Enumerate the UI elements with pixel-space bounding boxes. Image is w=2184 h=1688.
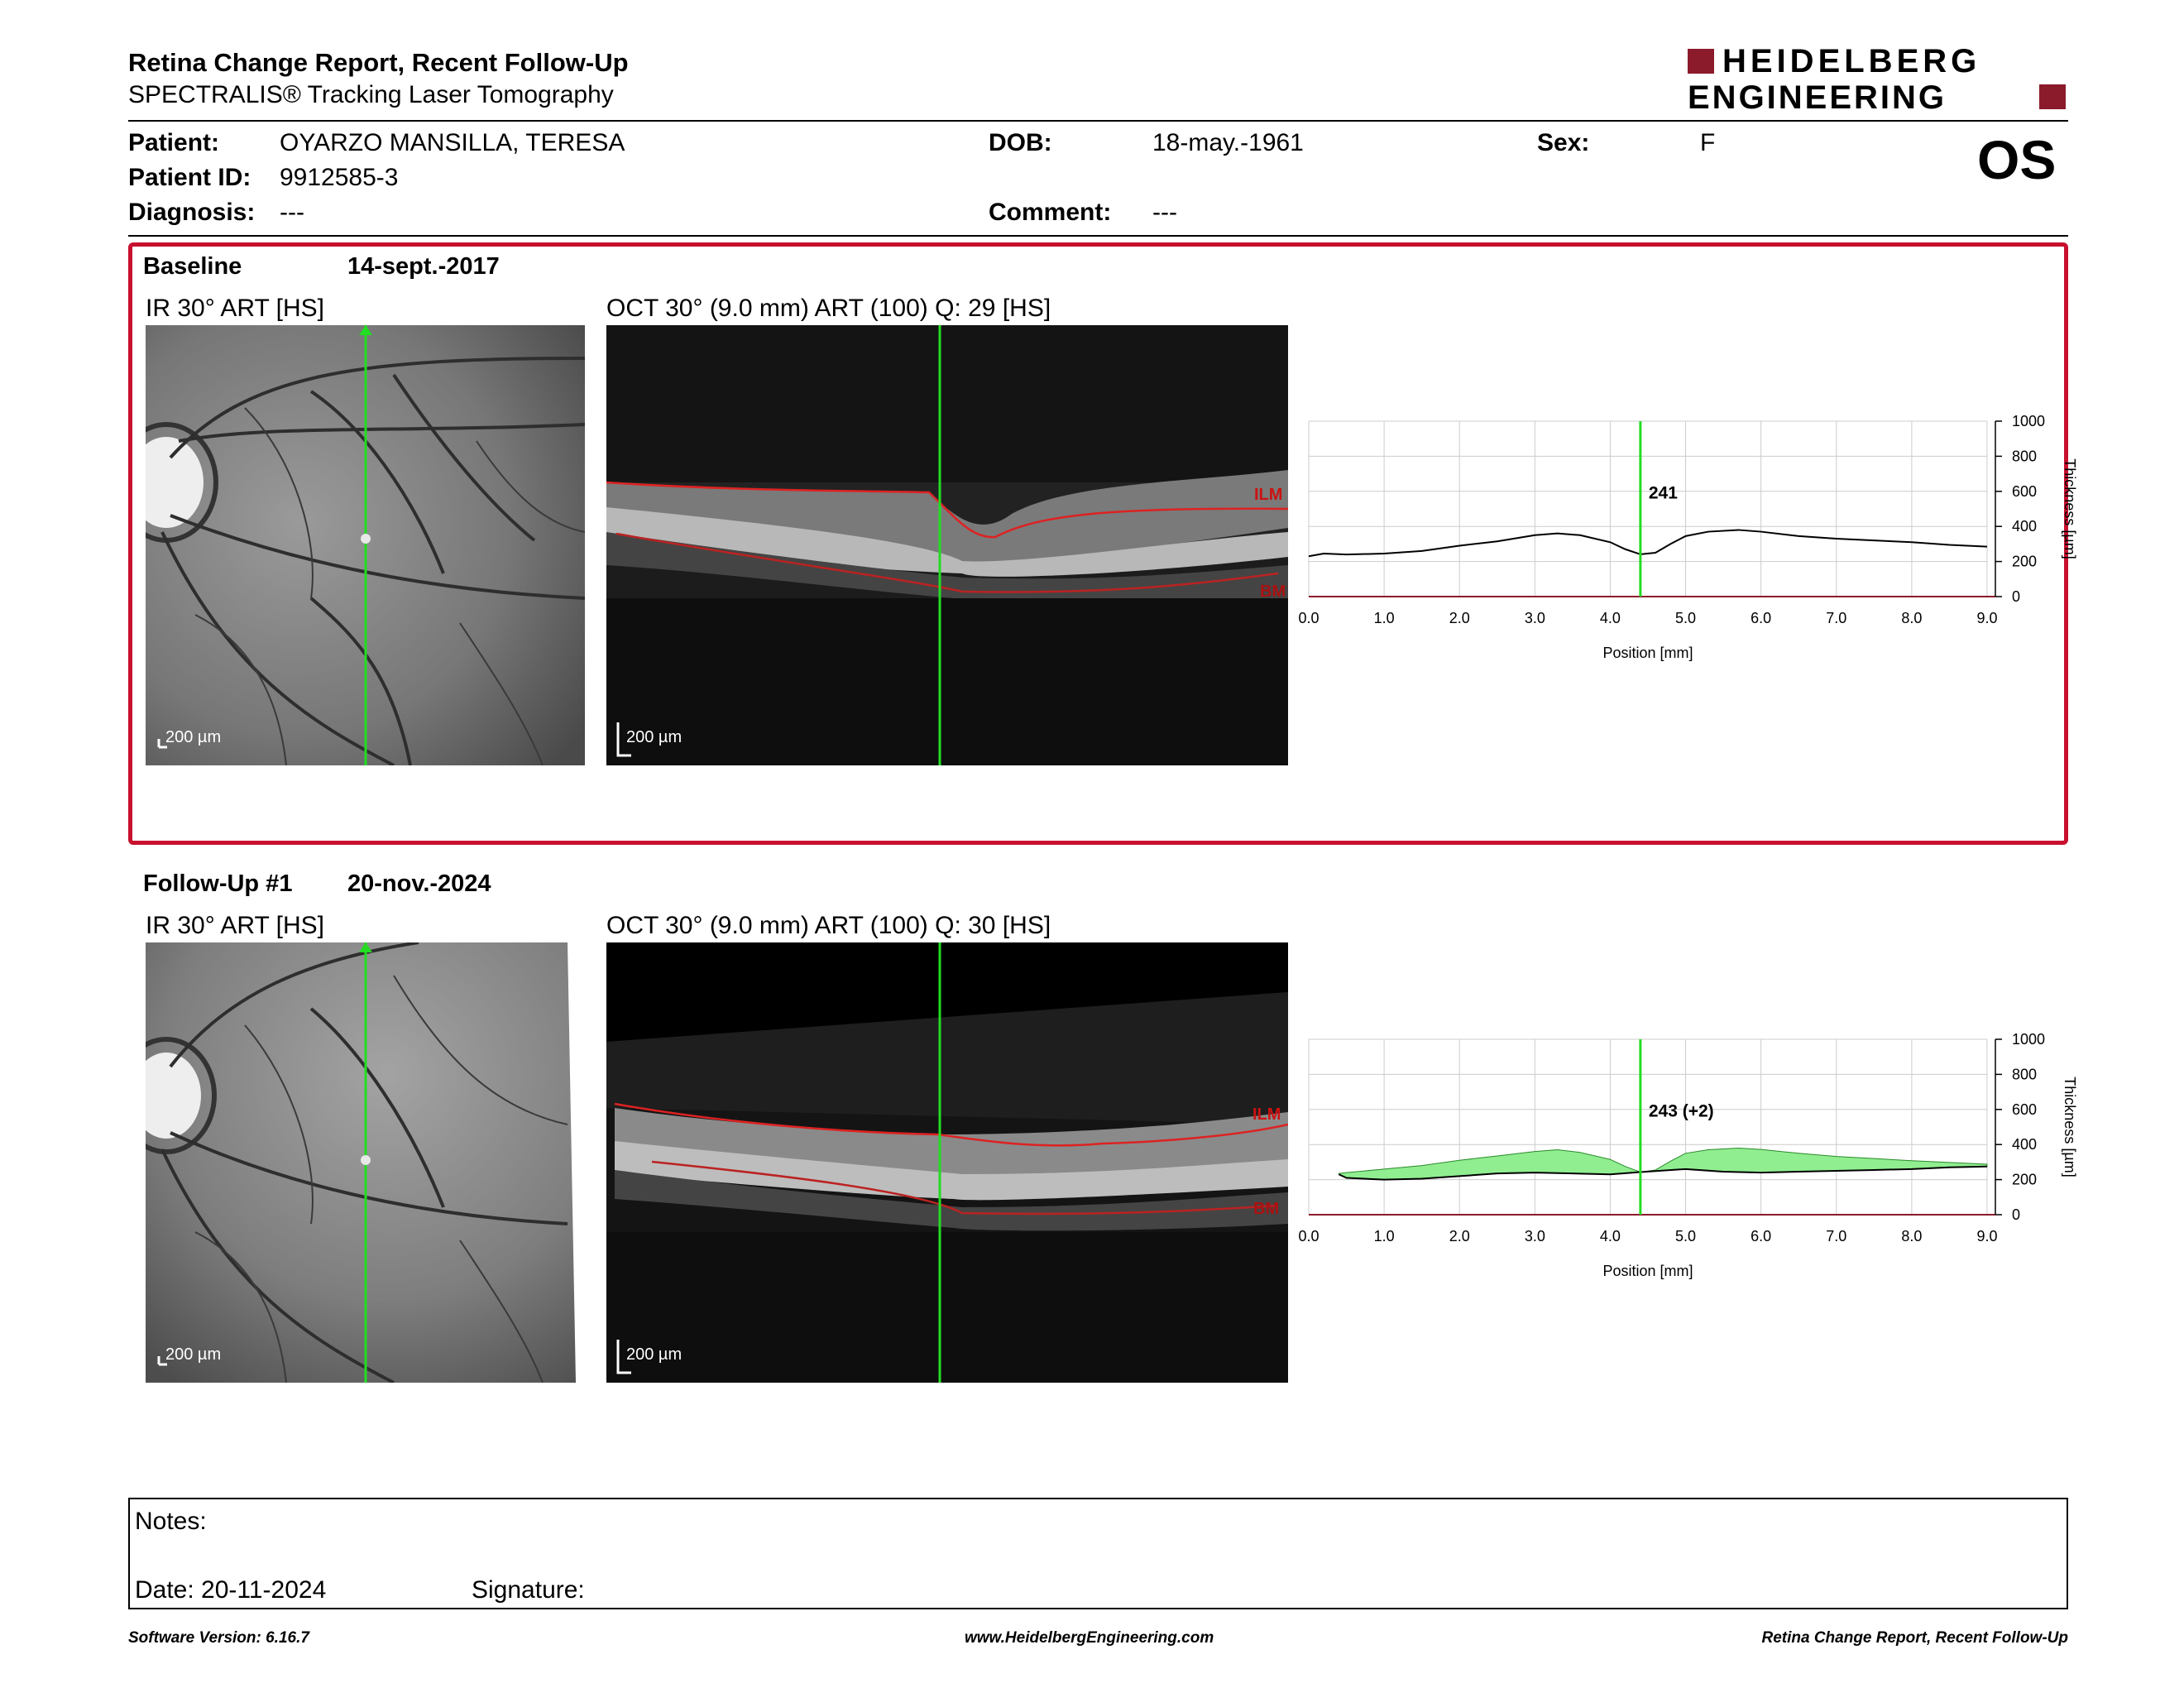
baseline-ir-scale: 200 µm: [165, 728, 222, 746]
notes-label: Notes:: [135, 1508, 207, 1535]
dob-label: DOB:: [989, 129, 1052, 156]
sex-label: Sex:: [1537, 129, 1590, 156]
baseline-section: [128, 242, 2068, 845]
baseline-ir-caption: IR 30° ART [HS]: [146, 295, 324, 322]
logo-line1: HEIDELBERG: [1722, 43, 1981, 79]
footer-software-version: Software Version: 6.16.7: [128, 1629, 309, 1647]
x-tick-label: 2.0: [1449, 610, 1470, 626]
patient-label: Patient:: [128, 129, 220, 156]
x-tick-label: 8.0: [1901, 1228, 1922, 1244]
logo-line2: ENGINEERING: [1688, 79, 1947, 116]
cursor-value-label: 243 (+2): [1649, 1101, 1714, 1120]
x-tick-label: 1.0: [1374, 610, 1395, 626]
x-tick-label: 5.0: [1675, 1228, 1696, 1244]
x-tick-label: 3.0: [1525, 1228, 1545, 1244]
y-tick-label: 400: [2012, 1136, 2037, 1153]
y-tick-label: 600: [2012, 1101, 2037, 1118]
followup-ilm-label: ILM: [1252, 1105, 1281, 1124]
y-axis-title: Thickness [µm]: [2062, 1077, 2078, 1177]
followup-oct-image: ILM BM 200 µm: [606, 942, 1288, 1383]
y-tick-label: 0: [2012, 1206, 2020, 1223]
comment-label: Comment:: [989, 199, 1112, 226]
y-tick-label: 200: [2012, 1172, 2037, 1188]
y-tick-label: 800: [2012, 448, 2037, 464]
baseline-date: 14-sept.-2017: [347, 253, 500, 280]
cursor-value-label: 241: [1649, 483, 1678, 502]
dob-value: 18-may.-1961: [1152, 129, 1304, 156]
x-tick-label: 3.0: [1525, 610, 1545, 626]
footer-website[interactable]: www.HeidelbergEngineering.com: [965, 1629, 1214, 1647]
patient-id: 9912585-3: [280, 164, 399, 191]
baseline-thickness-svg: 0 200 400 600 800 1000 0.0 1.0 2.0 3.0 4.0 5.0 6.0 7.…: [1298, 413, 2078, 661]
baseline-oct-scale: 200 µm: [626, 728, 682, 746]
x-tick-label: 4.0: [1600, 1228, 1621, 1244]
x-tick-label: 7.0: [1826, 1228, 1846, 1244]
header-divider: [128, 120, 2068, 122]
patient-id-label: Patient ID:: [128, 164, 251, 191]
followup-thickness-svg: 0 200 400 600 800 1000 0.0 1.0 2.0 3.0 4.0 5.0 6.0 7.…: [1298, 1031, 2078, 1279]
x-tick-label: 7.0: [1826, 610, 1846, 626]
x-tick-label: 1.0: [1374, 1228, 1395, 1244]
x-tick-label: 8.0: [1901, 610, 1922, 626]
y-tick-label: 1000: [2012, 1031, 2045, 1048]
x-tick-label: 0.0: [1298, 610, 1319, 626]
baseline-label: Baseline: [143, 253, 242, 280]
comment-value: ---: [1152, 199, 1177, 226]
y-axis-title: Thickness [µm]: [2062, 458, 2078, 559]
baseline-oct-caption: OCT 30° (9.0 mm) ART (100) Q: 29 [HS]: [606, 295, 1051, 322]
x-tick-label: 5.0: [1675, 610, 1696, 626]
logo-square-top: [1688, 49, 1714, 74]
baseline-oct-image: ILM BM 200 µm: [606, 325, 1288, 765]
heidelberg-logo: HEIDELBERG ENGINEERING: [1688, 43, 2068, 116]
x-tick-label: 4.0: [1600, 610, 1621, 626]
y-tick-label: 1000: [2012, 413, 2045, 429]
sex-value: F: [1700, 129, 1716, 156]
baseline-ir-image: 200 µm: [146, 325, 585, 765]
followup-ir-scale: 200 µm: [165, 1345, 222, 1364]
report-subtitle: SPECTRALIS® Tracking Laser Tomography: [128, 81, 614, 108]
report-title: Retina Change Report, Recent Follow-Up: [128, 48, 629, 77]
y-tick-label: 400: [2012, 518, 2037, 535]
eye-indicator: OS: [1977, 129, 2057, 190]
notes-box[interactable]: [128, 1498, 2068, 1609]
followup-ir-caption: IR 30° ART [HS]: [146, 912, 324, 939]
baseline-ilm-label: ILM: [1254, 486, 1283, 504]
x-axis-title: Position [mm]: [1602, 645, 1693, 661]
x-tick-label: 9.0: [1976, 1228, 1997, 1244]
diagnosis-label: Diagnosis:: [128, 199, 256, 226]
footer-report-name: Retina Change Report, Recent Follow-Up: [1761, 1629, 2068, 1647]
notes-date: Date: 20-11-2024: [135, 1576, 327, 1604]
patient-divider: [128, 235, 2068, 237]
x-axis-title: Position [mm]: [1602, 1263, 1693, 1279]
diagnosis-value: ---: [280, 199, 304, 226]
baseline-bm-label: BM: [1260, 583, 1286, 601]
y-tick-label: 800: [2012, 1066, 2037, 1082]
y-tick-label: 0: [2012, 588, 2020, 605]
followup-bm-label: BM: [1253, 1200, 1280, 1218]
patient-name: OYARZO MANSILLA, TERESA: [280, 129, 625, 156]
y-tick-label: 600: [2012, 483, 2037, 500]
change-area: [1338, 1147, 1988, 1181]
followup-date: 20-nov.-2024: [347, 870, 491, 897]
thickness-line: [1308, 529, 1988, 558]
x-tick-label: 2.0: [1449, 1228, 1470, 1244]
notes-signature: Signature:: [472, 1576, 585, 1604]
x-tick-label: 0.0: [1298, 1228, 1319, 1244]
followup-thickness-chart: 0 200 400 600 800 1000 0.0 1.0 2.0 3.0 4.0 5.0 6.0 7.…: [1291, 1028, 2085, 1292]
baseline-thickness-chart: 0 200 400 600 800 1000 0.0 1.0 2.0 3.0 4.0 5.0 6.0 7.…: [1291, 410, 2085, 674]
followup-label: Follow-Up #1: [143, 870, 293, 897]
followup-oct-scale: 200 µm: [626, 1345, 682, 1364]
x-tick-label: 9.0: [1976, 610, 1997, 626]
y-tick-label: 200: [2012, 554, 2037, 570]
followup-oct-caption: OCT 30° (9.0 mm) ART (100) Q: 30 [HS]: [606, 912, 1051, 939]
logo-square-bottom: [2039, 84, 2066, 109]
followup-ir-image: 200 µm: [146, 942, 585, 1383]
x-tick-label: 6.0: [1751, 610, 1771, 626]
x-tick-label: 6.0: [1751, 1228, 1771, 1244]
